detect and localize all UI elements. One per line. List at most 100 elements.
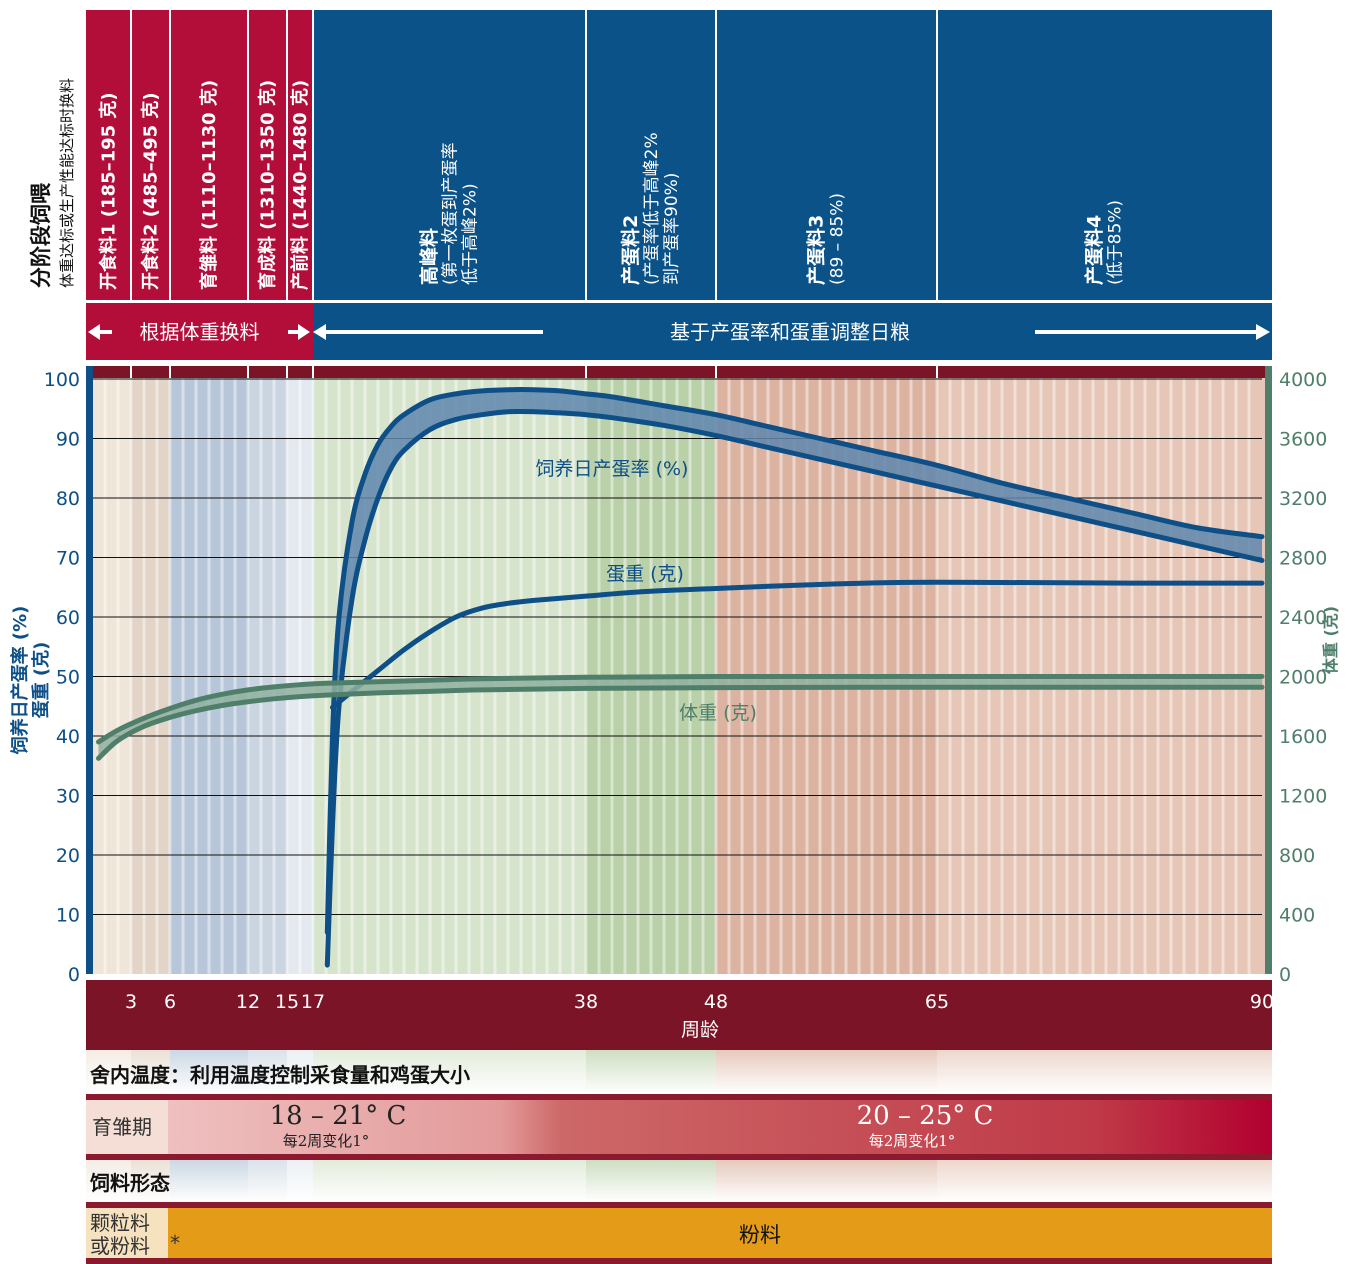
feed-form-bar (86, 1208, 1272, 1258)
x-tick-48: 48 (704, 991, 728, 1013)
phase-box-2 (131, 10, 170, 300)
temperature-note-1: 每2周变化1° (283, 1132, 370, 1150)
y-tick-left-0: 0 (68, 964, 80, 986)
y-tick-right-3200: 3200 (1279, 488, 1327, 510)
phase-label-8-line-1: 产蛋料3 (805, 215, 828, 285)
y-tick-right-800: 800 (1279, 845, 1315, 867)
y-axis-label-left-2: 蛋重 (克) (30, 642, 52, 719)
series-band-3 (98, 676, 1262, 759)
series-upper-line-1 (324, 387, 1265, 935)
phase-zone-3 (170, 366, 248, 974)
x-tick-15: 15 (275, 991, 299, 1013)
phase-label-2: 开食料2 (485–495 克) (140, 92, 162, 290)
y-tick-left-60: 60 (56, 607, 80, 629)
x-axis-label: 周龄 (681, 1019, 719, 1041)
phase-zone-5 (287, 366, 313, 974)
y-tick-right-3600: 3600 (1279, 429, 1327, 451)
phase-label-9-line-1: 产蛋料4 (1083, 215, 1106, 285)
section-fade (86, 1050, 1272, 1094)
phase-box-3 (170, 10, 248, 300)
phase-label-1: 开食料1 (185–195 克) (98, 92, 120, 290)
y-tick-left-70: 70 (56, 548, 80, 570)
x-tick-labels: 3 6 12 15 17 38 48 65 90 (125, 991, 1274, 1013)
y-tick-left-80: 80 (56, 488, 80, 510)
series-label-egg-weight: 蛋重 (克) (606, 563, 684, 585)
feed-option-2: 粉料 (739, 1223, 781, 1247)
arrow-head-left-icon (88, 324, 100, 340)
x-tick-65: 65 (925, 991, 949, 1013)
y-axis-label-right: 体重 (克) (1321, 606, 1340, 674)
phase-box-6 (313, 10, 586, 300)
plot-top-band (86, 366, 1272, 378)
temperature-note-2: 每2周变化1° (869, 1132, 956, 1150)
y-tick-left-10: 10 (56, 905, 80, 927)
feed-option-1-line-1: 颗粒料 (90, 1211, 150, 1235)
phase-box-4 (248, 10, 287, 300)
right-axis-bar (1265, 366, 1272, 974)
section-fade (86, 1160, 1272, 1202)
phase-label-6-line-1: 高峰料 (418, 228, 441, 285)
phase-label-3: 育雏料 (1110–1130 克) (198, 80, 220, 290)
feed-form-section: 饲料形态 颗粒料 或粉料 * 粉料 (86, 1160, 1272, 1264)
header-title: 分阶段饲喂 (29, 182, 53, 288)
brooding-cell (86, 1100, 168, 1154)
y-tick-right-1200: 1200 (1279, 786, 1327, 808)
y-tick-left-20: 20 (56, 845, 80, 867)
phase-label-4: 育成料 (1310–1350 克) (257, 80, 279, 290)
header-subtitle: 体重达标或生产性能达标时换料 (58, 78, 76, 288)
y-tick-left-90: 90 (56, 429, 80, 451)
y-tick-right-2400: 2400 (1279, 607, 1327, 629)
series-lower-line-1 (324, 408, 1265, 968)
y-tick-right-2000: 2000 (1279, 667, 1327, 689)
feed-option-1-mark: * (170, 1231, 180, 1255)
temperature-range-1: 18 – 21° C (270, 1101, 407, 1131)
x-tick-17: 17 (301, 991, 325, 1013)
temperature-section: 舍内温度：利用温度控制采食量和鸡蛋大小 育雏期 18 – 21° C 每2周变化… (86, 1050, 1272, 1160)
data-series (96, 387, 1265, 968)
temperature-title: 舍内温度：利用温度控制采食量和鸡蛋大小 (90, 1063, 470, 1087)
series-upper-line-3 (96, 673, 1265, 745)
y-tick-right-1600: 1600 (1279, 726, 1327, 748)
grid-lines (92, 378, 1262, 915)
phase-label-6-line-2: (第一枚蛋到产蛋率 (441, 142, 461, 285)
x-tick-6: 6 (164, 991, 176, 1013)
phase-label-5: 产前料 (1440–1480 克) (289, 80, 311, 290)
phase-zone-7 (586, 366, 716, 974)
y-tick-left-100: 100 (44, 369, 80, 391)
axes: 0 10 20 30 40 50 60 70 80 90 100 0 400 800 1200 1600 200… (44, 366, 1327, 986)
x-tick-38: 38 (574, 991, 598, 1013)
temperature-bar (86, 1100, 1272, 1154)
phase-label-7-line-2: (产蛋率低于高峰2% (642, 132, 662, 285)
y-tick-left-50: 50 (56, 667, 80, 689)
phase-box-7 (586, 10, 716, 300)
phase-zone-6 (313, 366, 586, 974)
phase-label-7-line-1: 产蛋料2 (619, 215, 642, 285)
arrow-head-right-icon (298, 324, 310, 340)
x-tick-90: 90 (1250, 991, 1274, 1013)
phase-box-1 (86, 10, 131, 300)
y-tick-right-0: 0 (1279, 964, 1291, 986)
arrow-box-bodyweight (86, 303, 313, 360)
phase-zone-4 (248, 366, 287, 974)
y-tick-right-4000: 4000 (1279, 369, 1327, 391)
feed-option-1-line-2: 或粉料 (90, 1234, 150, 1258)
arrow-head-right-icon (1256, 324, 1270, 340)
series-label-egg-production: 饲养日产蛋率 (%) (536, 458, 689, 480)
phase-box-9 (937, 10, 1272, 300)
arrow-row: 根据体重换料 基于产蛋率和蛋重调整日粮 (86, 303, 1272, 360)
phase-zone-2 (131, 366, 170, 974)
phase-label-9-line-2: (低于85%) (1106, 200, 1126, 285)
phase-zone-1 (86, 366, 131, 974)
series-label-body-weight: 体重 (克) (679, 702, 757, 724)
temperature-range-2: 20 – 25° C (857, 1101, 994, 1131)
x-axis-band (86, 980, 1272, 1050)
series-lower-line-3 (96, 684, 1265, 761)
x-tick-12: 12 (236, 991, 260, 1013)
phase-label-6-line-3: 低于高峰2%) (461, 183, 481, 285)
phase-box-5 (287, 10, 313, 300)
x-tick-3: 3 (125, 991, 137, 1013)
y-tick-left-40: 40 (56, 726, 80, 748)
arrow-label-production: 基于产蛋率和蛋重调整日粮 (670, 320, 910, 344)
y-tick-right-400: 400 (1279, 905, 1315, 927)
